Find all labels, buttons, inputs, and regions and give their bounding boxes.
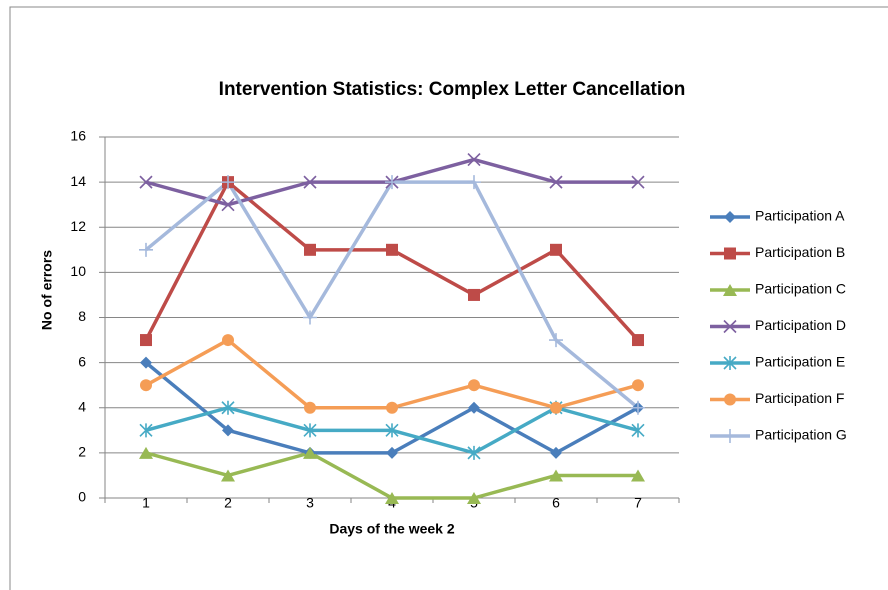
marker (303, 446, 317, 459)
marker (139, 423, 153, 438)
y-tick-label: 6 (78, 353, 86, 369)
marker (139, 242, 153, 257)
chart-border (9, 6, 888, 590)
marker (140, 356, 152, 369)
y-tick-label: 12 (70, 218, 86, 234)
marker (724, 211, 736, 223)
marker (550, 401, 562, 414)
marker (303, 175, 317, 189)
marker (632, 334, 644, 347)
marker (222, 334, 234, 347)
marker (221, 469, 235, 482)
marker (386, 401, 398, 414)
x-tick-label: 6 (552, 495, 560, 511)
y-tick-label: 0 (78, 489, 86, 505)
y-tick-label: 16 (70, 128, 86, 144)
marker (549, 469, 563, 482)
marker (631, 175, 645, 189)
y-tick-label: 2 (78, 444, 86, 460)
marker (385, 492, 399, 504)
marker (723, 429, 737, 443)
marker (386, 446, 398, 459)
legend-label: Participation E (755, 354, 845, 370)
marker (139, 446, 153, 459)
marker (468, 401, 480, 414)
marker (304, 401, 316, 414)
marker (467, 152, 481, 167)
y-tick-label: 10 (70, 263, 86, 279)
marker (723, 356, 737, 370)
marker (468, 288, 480, 301)
marker (386, 243, 398, 256)
chart-title: Intervention Statistics: Complex Letter … (219, 79, 686, 100)
legend-label: Participation B (755, 244, 845, 260)
legend-label: Participation G (755, 427, 847, 443)
marker (467, 445, 481, 460)
x-axis-title: Days of the week 2 (329, 521, 454, 537)
legend-label: Participation D (755, 317, 846, 333)
y-axis-title: No of errors (39, 250, 55, 330)
marker (468, 379, 480, 392)
y-tick-label: 14 (70, 173, 86, 189)
marker (467, 492, 481, 504)
marker (550, 446, 562, 459)
marker (139, 175, 153, 189)
legend-label: Participation F (755, 390, 844, 406)
marker (631, 423, 645, 438)
marker (467, 175, 481, 190)
marker (549, 175, 563, 189)
marker (221, 400, 235, 415)
marker (140, 334, 152, 347)
y-tick-label: 4 (78, 398, 86, 414)
marker (724, 393, 736, 406)
x-tick-label: 7 (634, 495, 642, 511)
marker (724, 247, 736, 260)
marker (303, 310, 317, 325)
marker (385, 423, 399, 438)
marker (550, 243, 562, 256)
x-tick-label: 1 (142, 495, 150, 511)
marker (631, 469, 645, 482)
marker (221, 175, 235, 190)
marker (222, 424, 234, 437)
marker (723, 284, 737, 296)
marker (632, 379, 644, 392)
marker (221, 198, 235, 212)
marker (631, 400, 645, 415)
legend-label: Participation A (755, 208, 845, 224)
marker (303, 423, 317, 438)
marker (385, 175, 399, 190)
x-tick-label: 3 (306, 495, 314, 511)
legend-label: Participation C (755, 281, 846, 297)
marker (140, 379, 152, 392)
marker (304, 243, 316, 256)
x-tick-label: 2 (224, 495, 232, 511)
marker (723, 319, 737, 334)
y-tick-label: 8 (78, 308, 86, 324)
marker (549, 333, 563, 348)
